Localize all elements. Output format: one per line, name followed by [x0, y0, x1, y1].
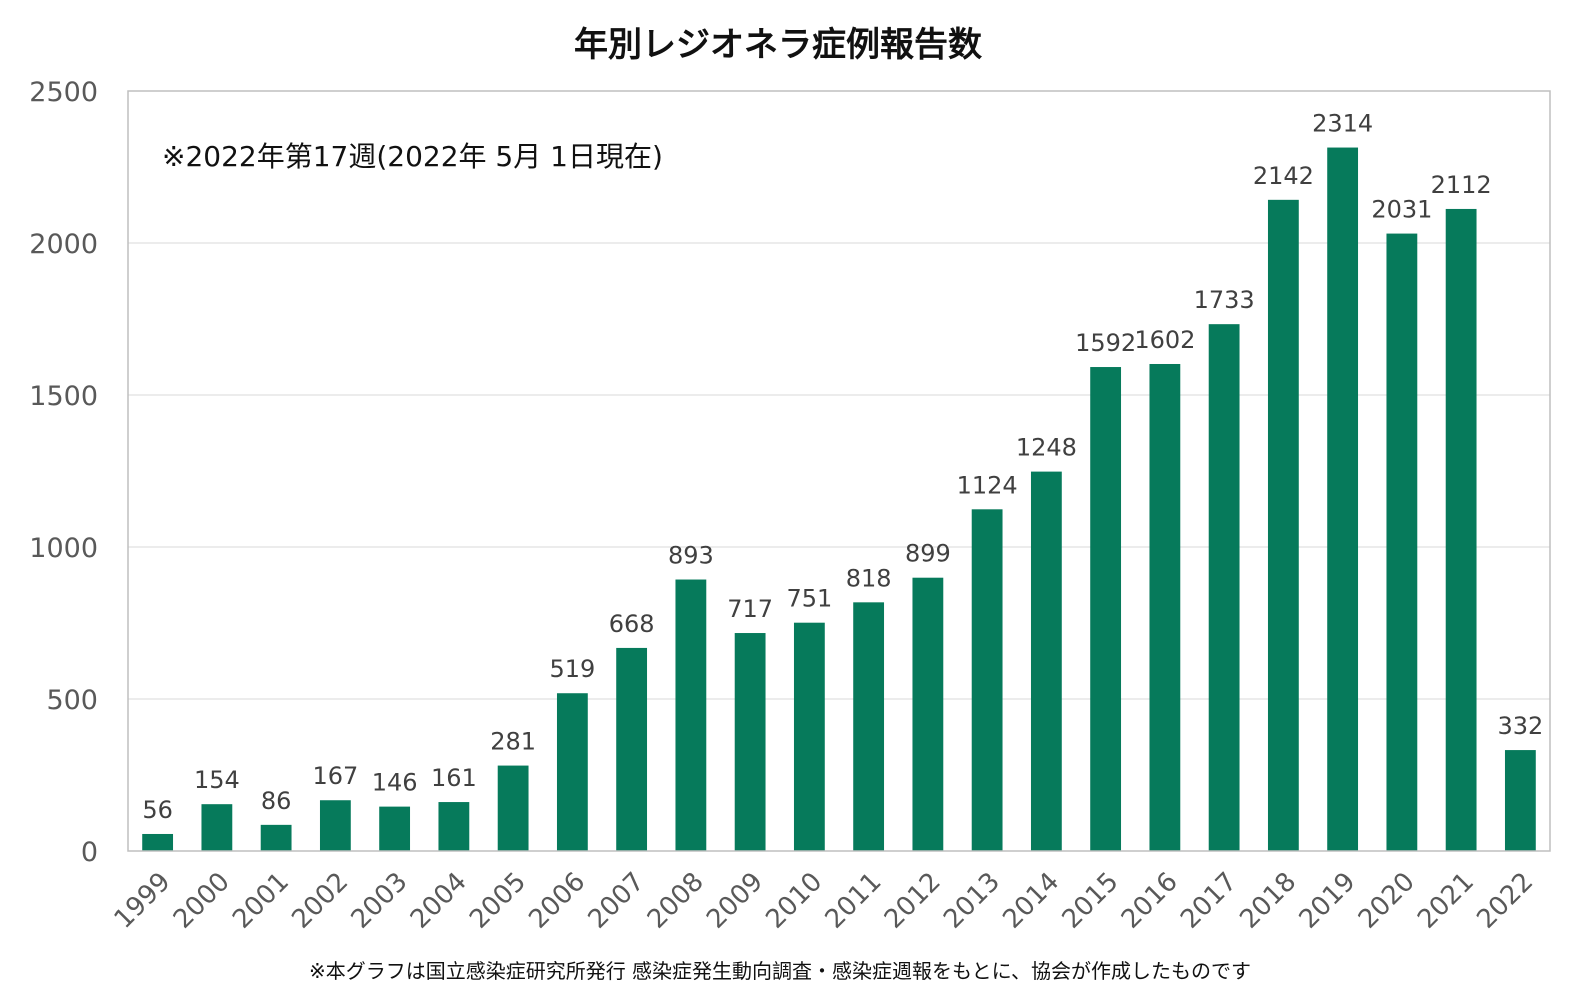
data-label-2021: 2112	[1431, 171, 1492, 199]
data-label-2010: 751	[786, 585, 832, 613]
x-tick-label-2017: 2017	[1175, 867, 1243, 935]
chart-annotation: ※2022年第17週(2022年 5月 1日現在)	[162, 140, 663, 173]
bar-2005	[497, 765, 529, 851]
bar-2018	[1267, 199, 1299, 851]
gridlines	[128, 242, 1550, 700]
data-label-2019: 2314	[1312, 110, 1373, 138]
y-tick-label: 2500	[29, 77, 98, 108]
bar-1999	[142, 833, 174, 851]
data-label-2009: 717	[727, 595, 773, 623]
bar-2002	[319, 800, 351, 851]
x-tick-label-2015: 2015	[1057, 867, 1125, 935]
bar-2007	[616, 647, 648, 851]
x-tick-label-2021: 2021	[1412, 867, 1480, 935]
source-note: ※本グラフは国立感染症研究所発行 感染症発生動向調査・感染症週報をもとに、協会が…	[309, 959, 1251, 983]
bar-2010	[793, 622, 825, 851]
x-tick-label-1999: 1999	[109, 867, 177, 935]
x-tick-label-2001: 2001	[227, 867, 295, 935]
data-label-2012: 899	[905, 540, 951, 568]
data-labels: 56 154 86 167 146 161 281 519 668 893 717 751 818 899…	[142, 110, 1543, 824]
y-tick-label: 2000	[29, 229, 98, 260]
bar-2006	[556, 693, 588, 851]
bars	[142, 147, 1536, 852]
data-label-2014: 1248	[1016, 434, 1077, 462]
x-tick-label-2018: 2018	[1234, 867, 1302, 935]
x-tick-label-2000: 2000	[168, 867, 236, 935]
x-tick-label-2013: 2013	[938, 867, 1006, 935]
y-tick-label: 1000	[29, 533, 98, 564]
data-label-2022: 332	[1497, 712, 1543, 740]
x-tick-label-2008: 2008	[642, 867, 710, 935]
bar-2000	[201, 804, 233, 851]
x-axis-ticks: 1999200020012002200320042005200620072008…	[109, 867, 1540, 935]
data-label-2016: 1602	[1134, 326, 1195, 354]
data-label-2015: 1592	[1075, 329, 1136, 357]
x-tick-label-2011: 2011	[820, 867, 888, 935]
bar-2009	[734, 633, 766, 851]
data-label-2013: 1124	[957, 471, 1018, 499]
chart-title: 年別レジオネラ症例報告数	[574, 25, 982, 65]
data-label-2017: 1733	[1194, 286, 1255, 314]
data-label-2008: 893	[668, 542, 714, 570]
x-tick-label-2009: 2009	[701, 867, 769, 935]
bar-2013	[971, 509, 1003, 851]
x-tick-label-2020: 2020	[1353, 867, 1421, 935]
x-tick-label-2016: 2016	[1116, 867, 1184, 935]
bar-2014	[1030, 471, 1062, 851]
data-label-2007: 668	[609, 610, 655, 638]
y-axis-ticks: 0 500 1000 1500 2000 2500	[29, 77, 98, 868]
bar-2019	[1327, 147, 1359, 851]
x-tick-label-2022: 2022	[1471, 867, 1539, 935]
data-label-2005: 281	[490, 728, 536, 756]
x-tick-label-2004: 2004	[405, 867, 473, 935]
x-tick-label-2006: 2006	[523, 867, 591, 935]
data-label-2003: 146	[372, 769, 418, 797]
bar-2011	[853, 602, 885, 851]
x-tick-label-2019: 2019	[1294, 867, 1362, 935]
data-label-2004: 161	[431, 764, 477, 792]
y-tick-label: 500	[46, 685, 98, 716]
x-tick-label-2010: 2010	[760, 867, 828, 935]
bar-2016	[1149, 363, 1181, 851]
bar-2017	[1208, 324, 1240, 852]
bar-2001	[260, 824, 292, 851]
y-tick-label: 0	[81, 837, 98, 868]
data-label-2020: 2031	[1371, 196, 1432, 224]
bar-2003	[379, 806, 411, 851]
bar-2015	[1090, 367, 1122, 851]
data-label-2006: 519	[549, 655, 595, 683]
plot-frame	[127, 90, 1551, 852]
x-tick-label-2002: 2002	[286, 867, 354, 935]
x-tick-label-2003: 2003	[346, 867, 414, 935]
x-tick-label-2005: 2005	[464, 867, 532, 935]
x-tick-label-2014: 2014	[997, 867, 1065, 935]
bar-2012	[912, 577, 944, 851]
data-label-2001: 86	[261, 787, 292, 815]
bar-2008	[675, 579, 707, 851]
x-tick-label-2012: 2012	[879, 867, 947, 935]
x-tick-label-2007: 2007	[583, 867, 651, 935]
bar-2021	[1445, 208, 1477, 851]
bar-2022	[1504, 750, 1536, 851]
data-label-2000: 154	[194, 766, 240, 794]
bar-2020	[1386, 233, 1418, 852]
y-tick-label: 1500	[29, 381, 98, 412]
data-label-2018: 2142	[1253, 162, 1314, 190]
data-label-2002: 167	[312, 762, 358, 790]
data-label-2011: 818	[846, 564, 892, 592]
data-label-1999: 56	[142, 796, 173, 824]
bar-2004	[438, 802, 470, 851]
